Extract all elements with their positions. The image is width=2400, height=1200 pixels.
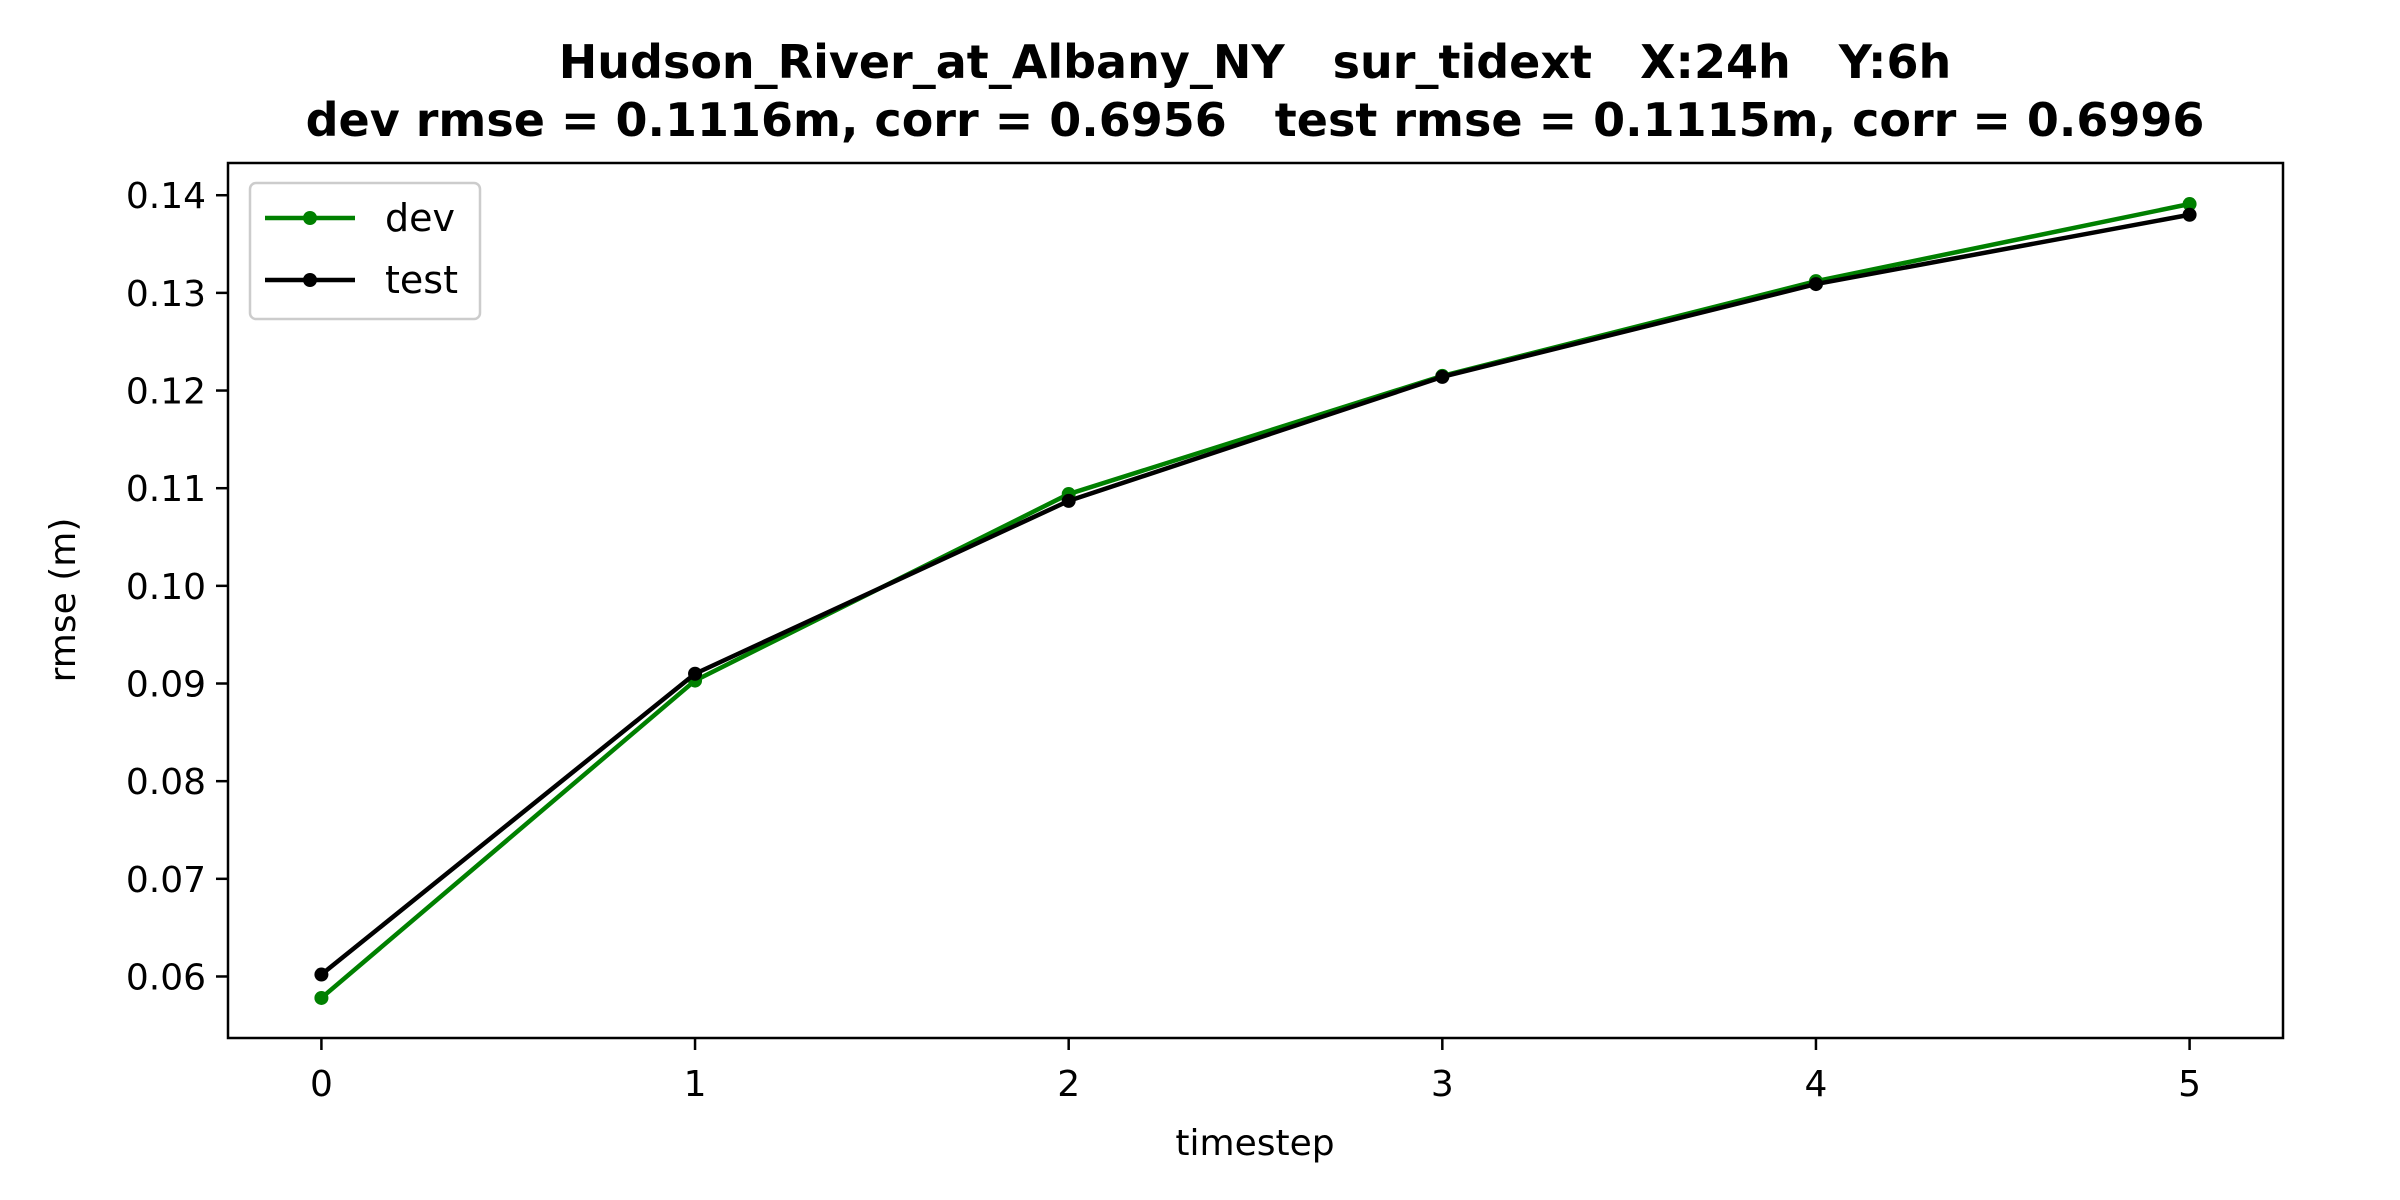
plot-area-frame: [226, 161, 2285, 1040]
data-point-test: [1435, 369, 1450, 384]
y-tick-label: 0.14: [126, 176, 206, 217]
y-tick-label: 0.10: [126, 567, 206, 608]
legend-marker-dev: [303, 211, 317, 225]
y-tick-label: 0.08: [126, 762, 206, 803]
x-tick-label: 4: [1805, 1064, 1828, 1105]
legend-label-test: test: [385, 258, 458, 302]
data-point-test: [1808, 277, 1823, 292]
chart-title-line2: dev rmse = 0.1116m, corr = 0.6956 test r…: [306, 93, 2205, 147]
y-tick-label: 0.07: [126, 860, 206, 901]
y-tick-label: 0.09: [126, 665, 206, 706]
series-line-test: [319, 212, 2191, 977]
x-tick-label: 3: [1431, 1064, 1454, 1105]
y-tick-label: 0.06: [126, 957, 206, 998]
legend: dev test: [248, 181, 482, 321]
x-tick-label: 1: [684, 1064, 707, 1105]
x-tick-label: 2: [1057, 1064, 1080, 1105]
data-point-test: [1061, 493, 1076, 508]
x-tick-label: 5: [2178, 1064, 2201, 1105]
legend-label-dev: dev: [385, 196, 455, 240]
x-axis: 0 1 2 3 4 5: [310, 1038, 2201, 1105]
data-point-dev: [2182, 197, 2197, 212]
y-tick-label: 0.13: [126, 274, 206, 315]
series-layer: [314, 197, 2197, 1005]
data-point-test: [688, 666, 703, 681]
y-tick-label: 0.11: [126, 469, 206, 510]
data-point-test: [2182, 207, 2197, 222]
chart-title-line1: Hudson_River_at_Albany_NY sur_tidext X:2…: [559, 35, 1951, 89]
y-tick-label: 0.12: [126, 372, 206, 413]
x-tick-label: 0: [310, 1064, 333, 1105]
x-axis-label: timestep: [1175, 1123, 1334, 1164]
data-point-test: [314, 967, 329, 982]
legend-marker-test: [303, 273, 317, 287]
series-line-dev: [319, 201, 2191, 1000]
y-axis-label: rmse (m): [43, 518, 84, 683]
data-point-dev: [314, 990, 329, 1005]
y-axis: 0.06 0.07 0.08 0.09 0.10 0.11 0.12 0.13 0.14: [126, 176, 228, 998]
